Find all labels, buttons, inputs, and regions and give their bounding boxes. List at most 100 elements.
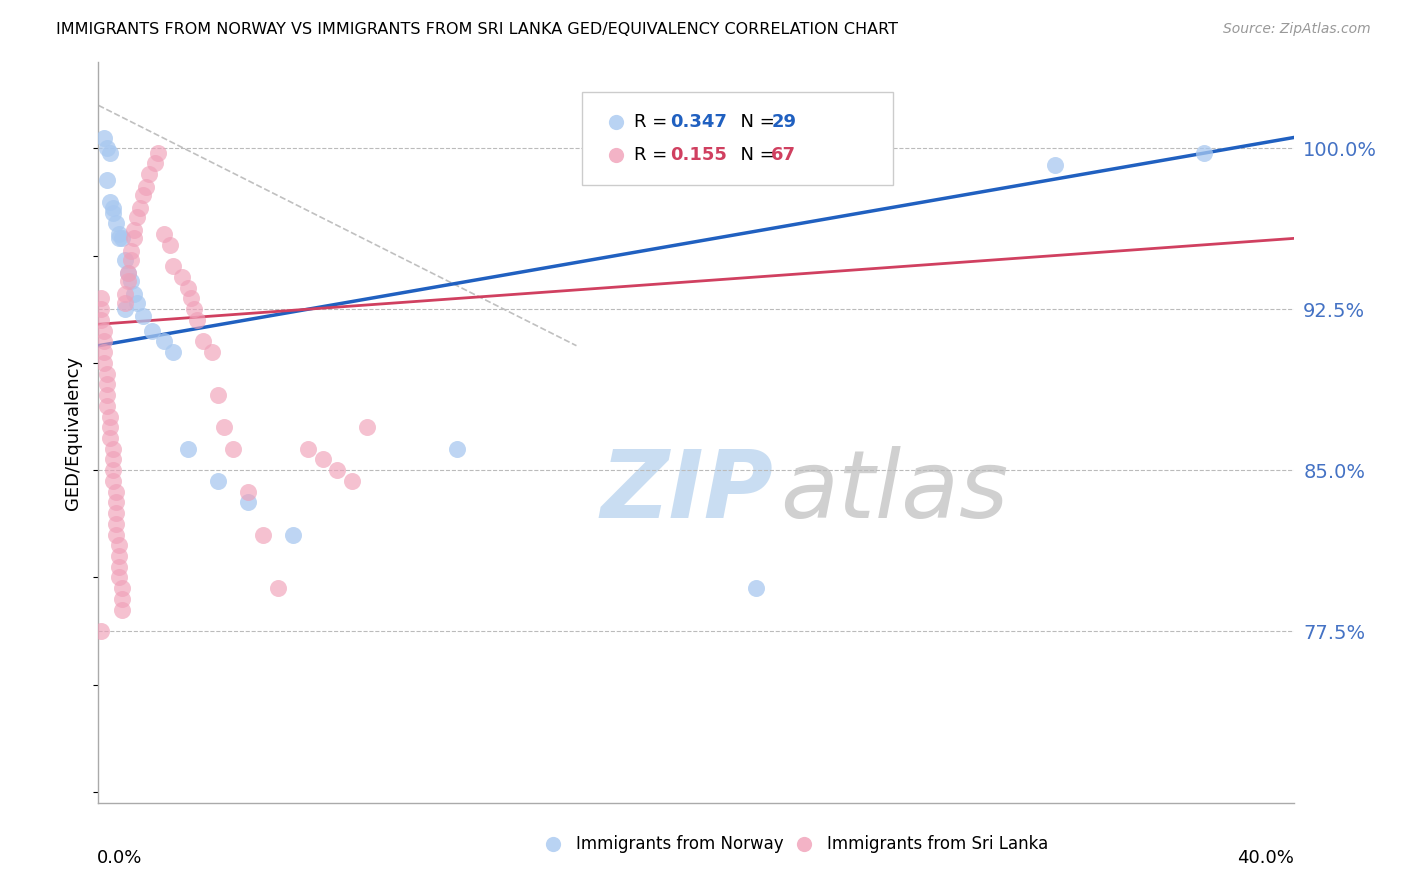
Point — [162, 345, 184, 359]
Point — [281, 527, 304, 541]
Y-axis label: GED/Equivalency: GED/Equivalency — [65, 356, 83, 509]
Text: Source: ZipAtlas.com: Source: ZipAtlas.com — [1223, 22, 1371, 37]
Point — [103, 205, 125, 219]
Point — [135, 180, 157, 194]
Point — [177, 281, 200, 295]
Point — [98, 409, 122, 424]
Point — [267, 581, 290, 595]
Point — [96, 399, 118, 413]
Text: 0.0%: 0.0% — [97, 848, 142, 867]
Point — [114, 295, 136, 310]
Point — [93, 324, 115, 338]
Point — [132, 188, 155, 202]
Point — [297, 442, 319, 456]
Point — [120, 274, 142, 288]
Point — [132, 309, 155, 323]
Text: 40.0%: 40.0% — [1237, 848, 1294, 867]
Point — [90, 624, 112, 639]
Point — [103, 474, 125, 488]
Point — [177, 442, 200, 456]
Point — [311, 452, 333, 467]
Point — [143, 156, 166, 170]
Point — [180, 292, 202, 306]
Point — [93, 130, 115, 145]
Point — [93, 356, 115, 370]
Text: Immigrants from Norway: Immigrants from Norway — [576, 835, 785, 853]
Point — [183, 302, 205, 317]
Point — [446, 442, 468, 456]
Point — [186, 313, 208, 327]
Point — [342, 474, 364, 488]
Text: N =: N = — [730, 146, 780, 164]
Point — [108, 549, 131, 563]
FancyBboxPatch shape — [582, 92, 893, 185]
Point — [356, 420, 378, 434]
Text: N =: N = — [730, 112, 780, 130]
Point — [108, 227, 131, 241]
Point — [98, 145, 122, 160]
Point — [90, 313, 112, 327]
Point — [96, 173, 118, 187]
Text: IMMIGRANTS FROM NORWAY VS IMMIGRANTS FROM SRI LANKA GED/EQUIVALENCY CORRELATION : IMMIGRANTS FROM NORWAY VS IMMIGRANTS FRO… — [56, 22, 898, 37]
Point — [207, 388, 229, 402]
Point — [103, 442, 125, 456]
Point — [98, 194, 122, 209]
Point — [105, 495, 128, 509]
Point — [124, 223, 146, 237]
Point — [90, 292, 112, 306]
Text: 29: 29 — [772, 112, 796, 130]
Point — [1381, 313, 1403, 327]
Point — [129, 202, 152, 216]
Text: Immigrants from Sri Lanka: Immigrants from Sri Lanka — [827, 835, 1049, 853]
Point — [96, 377, 118, 392]
Point — [326, 463, 349, 477]
Point — [120, 244, 142, 259]
Point — [98, 431, 122, 445]
Point — [105, 506, 128, 520]
Point — [153, 334, 176, 349]
Point — [114, 287, 136, 301]
Text: atlas: atlas — [779, 446, 1008, 537]
Point — [108, 559, 131, 574]
Point — [236, 484, 259, 499]
Point — [1043, 158, 1066, 172]
Point — [1381, 409, 1403, 424]
Point — [114, 252, 136, 267]
Point — [162, 260, 184, 274]
Point — [138, 167, 160, 181]
Point — [93, 334, 115, 349]
Point — [201, 345, 224, 359]
Text: 0.347: 0.347 — [669, 112, 727, 130]
Point — [103, 452, 125, 467]
Point — [141, 324, 163, 338]
Point — [252, 527, 274, 541]
Point — [105, 516, 128, 531]
Point — [96, 388, 118, 402]
Text: R =: R = — [634, 112, 673, 130]
Point — [105, 216, 128, 230]
Point — [105, 527, 128, 541]
Point — [117, 266, 139, 280]
Point — [120, 252, 142, 267]
Text: ZIP: ZIP — [600, 446, 773, 538]
Point — [172, 270, 194, 285]
Text: R =: R = — [634, 146, 673, 164]
Point — [207, 474, 229, 488]
Point — [114, 302, 136, 317]
Point — [212, 420, 235, 434]
Text: 67: 67 — [772, 146, 796, 164]
Point — [191, 334, 214, 349]
Point — [103, 202, 125, 216]
Point — [111, 602, 134, 616]
Point — [124, 231, 146, 245]
Point — [96, 141, 118, 155]
Point — [117, 274, 139, 288]
Point — [222, 442, 245, 456]
Text: 0.155: 0.155 — [669, 146, 727, 164]
Point — [1192, 145, 1215, 160]
Point — [127, 295, 149, 310]
Point — [117, 266, 139, 280]
Point — [236, 495, 259, 509]
Point — [105, 484, 128, 499]
Point — [93, 345, 115, 359]
